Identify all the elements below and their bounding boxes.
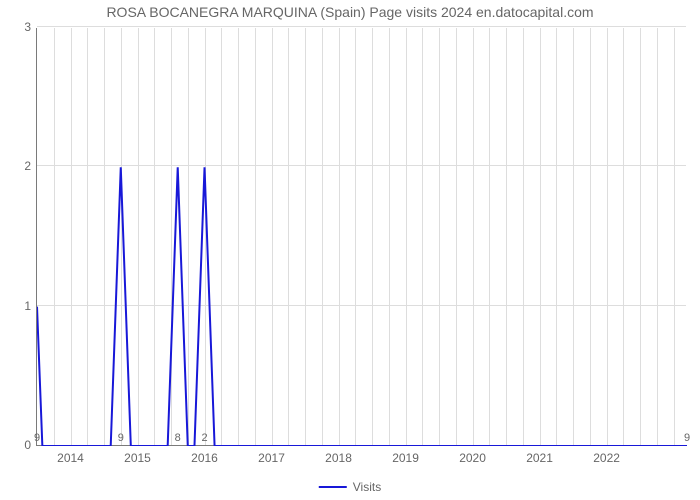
x-tick-label: 2018: [325, 445, 352, 465]
x-tick-label: 2022: [593, 445, 620, 465]
y-tick-label: 2: [24, 159, 37, 173]
legend: Visits: [319, 480, 381, 494]
x-tick-label: 2021: [526, 445, 553, 465]
x-tick-label: 2017: [258, 445, 285, 465]
series-svg: [37, 28, 687, 446]
x-tick-label: 2015: [124, 445, 151, 465]
visits-line: [37, 167, 687, 446]
legend-swatch: [319, 486, 347, 488]
x-tick-label: 2019: [392, 445, 419, 465]
y-gridline: [37, 26, 686, 27]
x-tick-label: 2014: [57, 445, 84, 465]
plot-area: 0123201420152016201720182019202020212022…: [36, 28, 686, 446]
x-tick-label: 2016: [191, 445, 218, 465]
value-label: 9: [34, 432, 40, 444]
value-label: 9: [118, 432, 124, 444]
y-tick-label: 1: [24, 299, 37, 313]
x-tick-label: 2020: [459, 445, 486, 465]
y-tick-label: 3: [24, 20, 37, 34]
value-label: 8: [175, 432, 181, 444]
value-label: 2: [201, 432, 207, 444]
legend-label: Visits: [353, 480, 381, 494]
chart-title: ROSA BOCANEGRA MARQUINA (Spain) Page vis…: [0, 4, 700, 20]
visits-line-chart: ROSA BOCANEGRA MARQUINA (Spain) Page vis…: [0, 0, 700, 500]
value-label: 9: [684, 432, 690, 444]
